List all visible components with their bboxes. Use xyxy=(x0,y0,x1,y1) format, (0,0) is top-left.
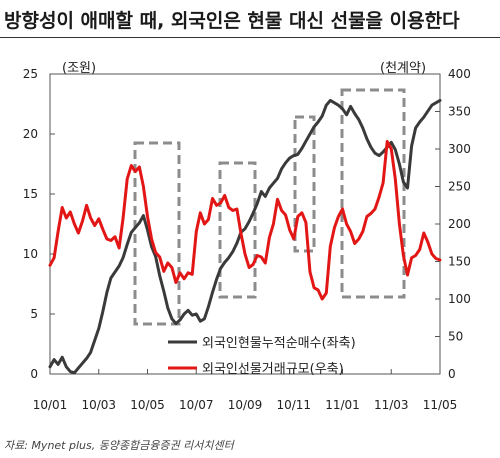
series-line-cumulative-net-buy xyxy=(48,98,442,375)
x-axis-tick-label: 10/05 xyxy=(130,398,165,412)
right-axis-tick-label: 0 xyxy=(448,367,456,381)
right-axis-tick-label: 50 xyxy=(448,330,463,344)
highlight-box xyxy=(293,115,316,253)
x-axis-tick-label: 11/05 xyxy=(423,398,458,412)
title-bar: 방향성이 애매할 때, 외국인은 현물 대신 선물을 이용한다 xyxy=(0,0,500,38)
plot-frame xyxy=(49,73,441,375)
source-note: 자료: Mynet plus, 동양종합금융증권 리서치센터 xyxy=(4,439,234,452)
left-axis-tick-label: 15 xyxy=(23,187,38,201)
x-axis-tick-label: 10/03 xyxy=(81,398,116,412)
series-line-futures-volume xyxy=(48,140,442,301)
right-axis-unit-label: (천계약) xyxy=(380,61,426,76)
legend-label: 외국인선물거래규모(우축) xyxy=(202,362,344,377)
highlight-box xyxy=(218,161,257,299)
legend-label: 외국인현물누적순매수(좌축) xyxy=(202,336,356,351)
right-axis-tick-label: 200 xyxy=(448,217,471,231)
right-axis-tick-label: 100 xyxy=(448,292,471,306)
highlight-box xyxy=(133,141,181,326)
left-axis-tick-label: 20 xyxy=(23,127,38,141)
highlight-boxes xyxy=(133,88,406,326)
right-axis-tick-label: 400 xyxy=(448,67,471,81)
legend: 외국인현물누적순매수(좌축) 외국인선물거래규모(우축) xyxy=(168,336,356,377)
x-axis-tick-label: 10/11 xyxy=(276,398,311,412)
x-axis-tick-label: 11/03 xyxy=(374,398,409,412)
right-axis-tick-label: 150 xyxy=(448,255,471,269)
x-axis-tick-label: 10/07 xyxy=(179,398,214,412)
series-layer xyxy=(48,98,442,375)
chart-title: 방향성이 애매할 때, 외국인은 현물 대신 선물을 이용한다 xyxy=(4,10,460,32)
left-axis-tick-label: 10 xyxy=(23,247,38,261)
right-axis-tick-label: 300 xyxy=(448,142,471,156)
left-axis-unit-label: (조원) xyxy=(62,61,96,76)
left-axis-tick-label: 25 xyxy=(23,67,38,81)
x-axis-tick-label: 10/01 xyxy=(33,398,68,412)
right-axis-tick-label: 250 xyxy=(448,180,471,194)
x-axis-tick-label: 11/01 xyxy=(325,398,360,412)
x-axis-tick-label: 10/09 xyxy=(228,398,263,412)
right-axis-tick-label: 350 xyxy=(448,105,471,119)
left-axis-tick-label: 5 xyxy=(30,307,38,321)
highlight-box xyxy=(340,88,406,299)
left-axis-tick-label: 0 xyxy=(30,367,38,381)
title-divider xyxy=(0,37,500,38)
